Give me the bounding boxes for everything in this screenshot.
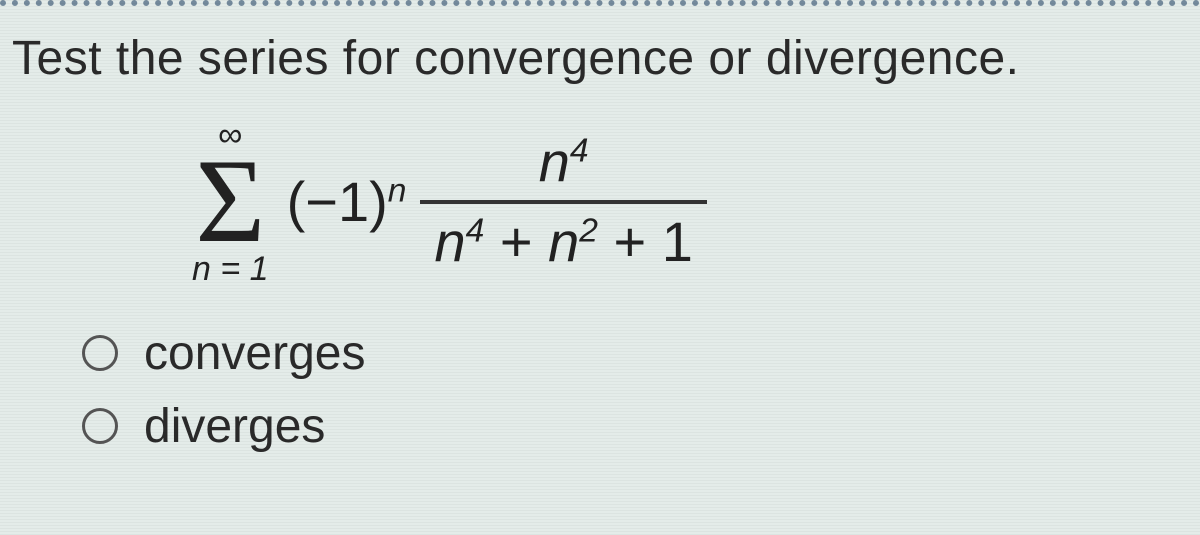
fraction-denominator: n4 + n2 + 1 — [420, 208, 707, 275]
den-plus-2: + — [598, 210, 662, 273]
alternating-coefficient: (−1)n — [287, 169, 407, 234]
den-t2-base: n — [548, 210, 579, 273]
radio-icon[interactable] — [82, 335, 118, 371]
answer-options: converges diverges — [82, 326, 1188, 454]
top-dotted-border — [0, 0, 1200, 6]
series-term: (−1)n n4 n4 + n2 + 1 — [287, 128, 707, 274]
fraction-numerator: n4 — [525, 128, 603, 195]
fraction-bar — [420, 200, 707, 204]
sigma-symbol: Σ — [195, 150, 265, 252]
sum-lower-limit: n = 1 — [192, 252, 269, 286]
den-t1-exp: 4 — [466, 212, 485, 249]
option-converges[interactable]: converges — [82, 326, 1188, 381]
den-const: 1 — [662, 210, 693, 273]
den-t1-base: n — [434, 210, 465, 273]
num-base: n — [539, 130, 570, 193]
paren-close: ) — [369, 170, 388, 233]
series-formula: ∞ Σ n = 1 (−1)n n4 n4 + n2 + 1 — [192, 118, 1188, 286]
option-label-converges: converges — [144, 326, 365, 381]
sigma-notation: ∞ Σ n = 1 — [192, 118, 269, 286]
den-t2-exp: 2 — [579, 212, 598, 249]
paren-open: ( — [287, 170, 306, 233]
coef-exponent: n — [388, 172, 407, 209]
question-prompt: Test the series for convergence or diver… — [12, 30, 1188, 88]
coef-base: −1 — [305, 170, 369, 233]
option-diverges[interactable]: diverges — [82, 399, 1188, 454]
radio-icon[interactable] — [82, 408, 118, 444]
num-exp: 4 — [570, 133, 589, 170]
den-plus-1: + — [484, 210, 548, 273]
option-label-diverges: diverges — [144, 399, 325, 454]
fraction: n4 n4 + n2 + 1 — [420, 128, 707, 274]
